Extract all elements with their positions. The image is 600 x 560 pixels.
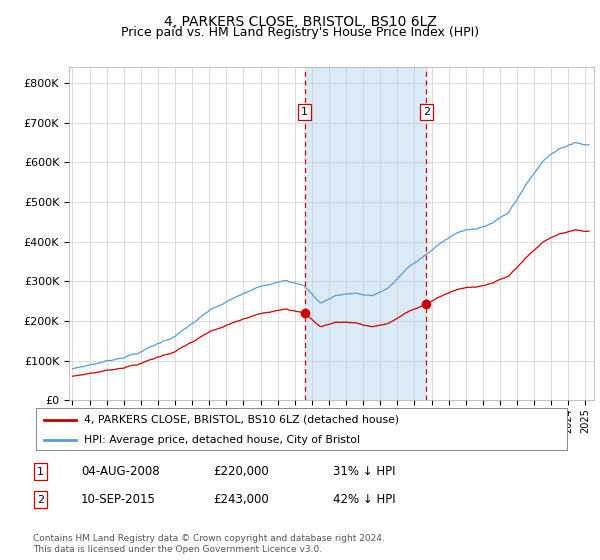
Text: 2: 2 <box>37 494 44 505</box>
Text: 1: 1 <box>37 466 44 477</box>
Text: 31% ↓ HPI: 31% ↓ HPI <box>333 465 395 478</box>
Text: £243,000: £243,000 <box>213 493 269 506</box>
Text: 1: 1 <box>301 107 308 117</box>
Text: 04-AUG-2008: 04-AUG-2008 <box>81 465 160 478</box>
Text: 42% ↓ HPI: 42% ↓ HPI <box>333 493 395 506</box>
Text: £220,000: £220,000 <box>213 465 269 478</box>
Text: 10-SEP-2015: 10-SEP-2015 <box>81 493 156 506</box>
Text: 4, PARKERS CLOSE, BRISTOL, BS10 6LZ (detached house): 4, PARKERS CLOSE, BRISTOL, BS10 6LZ (det… <box>84 415 399 425</box>
Text: 4, PARKERS CLOSE, BRISTOL, BS10 6LZ: 4, PARKERS CLOSE, BRISTOL, BS10 6LZ <box>164 15 436 29</box>
Text: 2: 2 <box>422 107 430 117</box>
Text: HPI: Average price, detached house, City of Bristol: HPI: Average price, detached house, City… <box>84 435 360 445</box>
Text: Price paid vs. HM Land Registry's House Price Index (HPI): Price paid vs. HM Land Registry's House … <box>121 26 479 39</box>
Text: Contains HM Land Registry data © Crown copyright and database right 2024.
This d: Contains HM Land Registry data © Crown c… <box>33 534 385 554</box>
Bar <box>305 67 426 400</box>
